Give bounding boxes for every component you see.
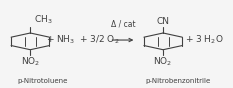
Text: p-Nitrobenzonitrile: p-Nitrobenzonitrile bbox=[146, 78, 211, 84]
Text: CN: CN bbox=[157, 17, 170, 26]
Text: NO$_2$: NO$_2$ bbox=[154, 55, 173, 68]
Text: + NH$_3$  + 3/2 O$_2$: + NH$_3$ + 3/2 O$_2$ bbox=[46, 33, 120, 46]
Text: + 3 H$_2$O: + 3 H$_2$O bbox=[185, 33, 223, 46]
Text: NO$_2$: NO$_2$ bbox=[21, 55, 40, 68]
Text: CH$_3$: CH$_3$ bbox=[34, 14, 52, 26]
Text: Δ / cat: Δ / cat bbox=[111, 19, 135, 28]
Text: p-Nitrotoluene: p-Nitrotoluene bbox=[17, 78, 68, 84]
